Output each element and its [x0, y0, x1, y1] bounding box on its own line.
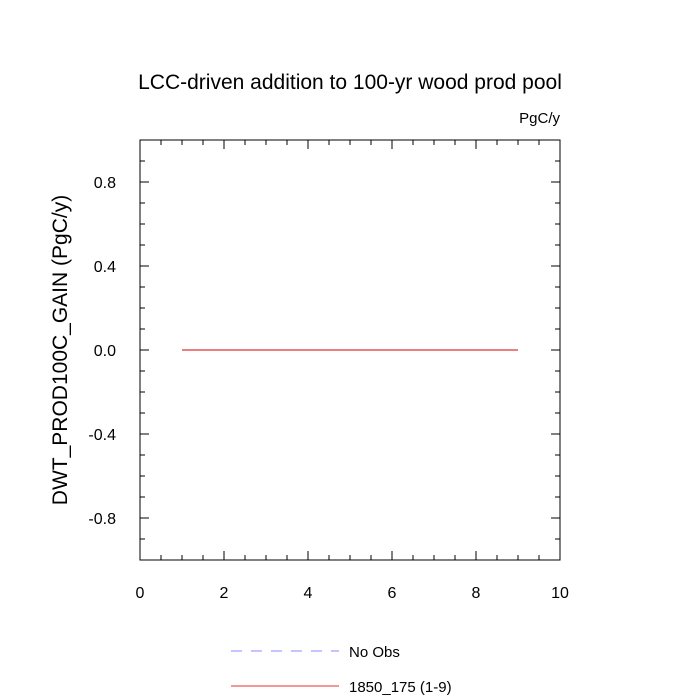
y-tick-label: 0.0 — [94, 343, 116, 360]
chart-title: LCC-driven addition to 100-yr wood prod … — [138, 71, 562, 94]
legend-label: No Obs — [349, 644, 400, 661]
legend-label: 1850_175 (1-9) — [349, 679, 452, 696]
tick-labels: 0 2 4 6 8 10 -0.8 -0.4 0.0 0.4 0.8 — [88, 175, 569, 602]
x-tick-label: 8 — [472, 585, 481, 602]
y-tick-label: 0.4 — [94, 259, 116, 276]
x-tick-label: 4 — [304, 585, 313, 602]
units-label: PgC/y — [519, 110, 560, 127]
x-tick-label: 10 — [551, 585, 569, 602]
x-tick-label: 0 — [136, 585, 145, 602]
legend: No Obs 1850_175 (1-9) — [231, 644, 452, 696]
y-tick-label: -0.8 — [88, 511, 116, 528]
y-axis-label: DWT_PROD100C_GAIN (PgC/y) — [49, 195, 72, 505]
x-tick-label: 2 — [220, 585, 229, 602]
x-tick-label: 6 — [388, 585, 397, 602]
y-tick-label: 0.8 — [94, 175, 116, 192]
axis-ticks — [139, 139, 561, 561]
y-tick-label: -0.4 — [88, 427, 116, 444]
